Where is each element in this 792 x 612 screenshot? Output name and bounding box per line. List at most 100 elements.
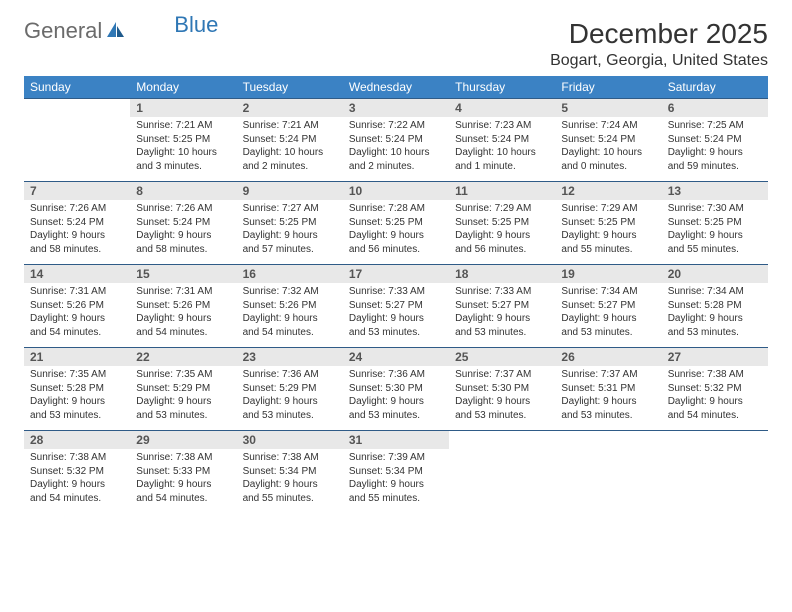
- day-number: 16: [237, 265, 343, 283]
- daylight-label: Daylight: 9 hours and 53 minutes.: [30, 395, 124, 422]
- daylight-label: Daylight: 9 hours and 58 minutes.: [30, 229, 124, 256]
- daylight-label: Daylight: 9 hours and 54 minutes.: [136, 312, 230, 339]
- day-cell: 25Sunrise: 7:37 AMSunset: 5:30 PMDayligh…: [449, 348, 555, 431]
- day-cell: [555, 431, 661, 514]
- sunset-label: Sunset: 5:34 PM: [349, 465, 443, 479]
- sunrise-label: Sunrise: 7:38 AM: [30, 451, 124, 465]
- day-body: Sunrise: 7:23 AMSunset: 5:24 PMDaylight:…: [449, 117, 555, 181]
- day-number: 2: [237, 99, 343, 117]
- day-number: 10: [343, 182, 449, 200]
- day-number: [449, 431, 555, 449]
- sunrise-label: Sunrise: 7:26 AM: [30, 202, 124, 216]
- sunset-label: Sunset: 5:27 PM: [455, 299, 549, 313]
- daylight-label: Daylight: 9 hours and 56 minutes.: [455, 229, 549, 256]
- day-body: Sunrise: 7:21 AMSunset: 5:24 PMDaylight:…: [237, 117, 343, 181]
- daylight-label: Daylight: 10 hours and 0 minutes.: [561, 146, 655, 173]
- day-cell: 16Sunrise: 7:32 AMSunset: 5:26 PMDayligh…: [237, 265, 343, 348]
- day-body: Sunrise: 7:31 AMSunset: 5:26 PMDaylight:…: [130, 283, 236, 347]
- day-body: Sunrise: 7:38 AMSunset: 5:32 PMDaylight:…: [662, 366, 768, 430]
- daylight-label: Daylight: 9 hours and 53 minutes.: [561, 312, 655, 339]
- daylight-label: Daylight: 9 hours and 55 minutes.: [349, 478, 443, 505]
- sunrise-label: Sunrise: 7:26 AM: [136, 202, 230, 216]
- dayhead-mon: Monday: [130, 76, 236, 99]
- day-cell: 10Sunrise: 7:28 AMSunset: 5:25 PMDayligh…: [343, 182, 449, 265]
- day-number: [555, 431, 661, 449]
- day-number: 21: [24, 348, 130, 366]
- calendar-page: General Blue December 2025 Bogart, Georg…: [0, 0, 792, 531]
- sunset-label: Sunset: 5:26 PM: [243, 299, 337, 313]
- day-cell: 8Sunrise: 7:26 AMSunset: 5:24 PMDaylight…: [130, 182, 236, 265]
- sunrise-label: Sunrise: 7:34 AM: [668, 285, 762, 299]
- day-cell: 28Sunrise: 7:38 AMSunset: 5:32 PMDayligh…: [24, 431, 130, 514]
- sunset-label: Sunset: 5:25 PM: [668, 216, 762, 230]
- sunset-label: Sunset: 5:27 PM: [349, 299, 443, 313]
- daylight-label: Daylight: 9 hours and 53 minutes.: [349, 312, 443, 339]
- day-cell: 18Sunrise: 7:33 AMSunset: 5:27 PMDayligh…: [449, 265, 555, 348]
- day-body: Sunrise: 7:34 AMSunset: 5:27 PMDaylight:…: [555, 283, 661, 347]
- sunrise-label: Sunrise: 7:30 AM: [668, 202, 762, 216]
- sunrise-label: Sunrise: 7:36 AM: [243, 368, 337, 382]
- daylight-label: Daylight: 9 hours and 54 minutes.: [668, 395, 762, 422]
- sunset-label: Sunset: 5:34 PM: [243, 465, 337, 479]
- day-body: Sunrise: 7:26 AMSunset: 5:24 PMDaylight:…: [24, 200, 130, 264]
- day-number: 31: [343, 431, 449, 449]
- day-cell: [449, 431, 555, 514]
- dayhead-thu: Thursday: [449, 76, 555, 99]
- daylight-label: Daylight: 9 hours and 54 minutes.: [30, 478, 124, 505]
- day-body: Sunrise: 7:35 AMSunset: 5:28 PMDaylight:…: [24, 366, 130, 430]
- day-cell: 9Sunrise: 7:27 AMSunset: 5:25 PMDaylight…: [237, 182, 343, 265]
- day-cell: 30Sunrise: 7:38 AMSunset: 5:34 PMDayligh…: [237, 431, 343, 514]
- sunset-label: Sunset: 5:28 PM: [30, 382, 124, 396]
- logo: General Blue: [24, 18, 218, 44]
- sunrise-label: Sunrise: 7:38 AM: [243, 451, 337, 465]
- day-body: Sunrise: 7:38 AMSunset: 5:33 PMDaylight:…: [130, 449, 236, 513]
- sunrise-label: Sunrise: 7:28 AM: [349, 202, 443, 216]
- sunset-label: Sunset: 5:32 PM: [668, 382, 762, 396]
- sunset-label: Sunset: 5:27 PM: [561, 299, 655, 313]
- day-cell: 6Sunrise: 7:25 AMSunset: 5:24 PMDaylight…: [662, 99, 768, 182]
- daylight-label: Daylight: 10 hours and 2 minutes.: [243, 146, 337, 173]
- sunrise-label: Sunrise: 7:33 AM: [349, 285, 443, 299]
- day-body: Sunrise: 7:25 AMSunset: 5:24 PMDaylight:…: [662, 117, 768, 181]
- week-row: 1Sunrise: 7:21 AMSunset: 5:25 PMDaylight…: [24, 99, 768, 182]
- sunrise-label: Sunrise: 7:37 AM: [455, 368, 549, 382]
- sunset-label: Sunset: 5:25 PM: [561, 216, 655, 230]
- dayhead-fri: Friday: [555, 76, 661, 99]
- sunset-label: Sunset: 5:26 PM: [30, 299, 124, 313]
- sunset-label: Sunset: 5:25 PM: [455, 216, 549, 230]
- day-number: 30: [237, 431, 343, 449]
- day-number: 20: [662, 265, 768, 283]
- day-cell: 23Sunrise: 7:36 AMSunset: 5:29 PMDayligh…: [237, 348, 343, 431]
- day-cell: 11Sunrise: 7:29 AMSunset: 5:25 PMDayligh…: [449, 182, 555, 265]
- sunrise-label: Sunrise: 7:29 AM: [455, 202, 549, 216]
- sunrise-label: Sunrise: 7:22 AM: [349, 119, 443, 133]
- day-cell: 29Sunrise: 7:38 AMSunset: 5:33 PMDayligh…: [130, 431, 236, 514]
- sunset-label: Sunset: 5:29 PM: [243, 382, 337, 396]
- sunrise-label: Sunrise: 7:27 AM: [243, 202, 337, 216]
- sunrise-label: Sunrise: 7:38 AM: [668, 368, 762, 382]
- sunrise-label: Sunrise: 7:29 AM: [561, 202, 655, 216]
- day-number: 24: [343, 348, 449, 366]
- sunset-label: Sunset: 5:24 PM: [243, 133, 337, 147]
- day-cell: 21Sunrise: 7:35 AMSunset: 5:28 PMDayligh…: [24, 348, 130, 431]
- daylight-label: Daylight: 9 hours and 53 minutes.: [455, 312, 549, 339]
- daylight-label: Daylight: 9 hours and 54 minutes.: [136, 478, 230, 505]
- sunset-label: Sunset: 5:30 PM: [349, 382, 443, 396]
- location-label: Bogart, Georgia, United States: [550, 52, 768, 70]
- daylight-label: Daylight: 9 hours and 53 minutes.: [455, 395, 549, 422]
- sunrise-label: Sunrise: 7:23 AM: [455, 119, 549, 133]
- day-cell: 15Sunrise: 7:31 AMSunset: 5:26 PMDayligh…: [130, 265, 236, 348]
- page-header: General Blue December 2025 Bogart, Georg…: [24, 18, 768, 70]
- daylight-label: Daylight: 9 hours and 55 minutes.: [561, 229, 655, 256]
- sunrise-label: Sunrise: 7:39 AM: [349, 451, 443, 465]
- daylight-label: Daylight: 9 hours and 59 minutes.: [668, 146, 762, 173]
- day-cell: 31 Sunrise: 7:39 AMSunset: 5:34 PMDayligh…: [343, 431, 449, 514]
- title-block: December 2025 Bogart, Georgia, United St…: [550, 18, 768, 70]
- day-cell: 14Sunrise: 7:31 AMSunset: 5:26 PMDayligh…: [24, 265, 130, 348]
- day-body: Sunrise: 7:28 AMSunset: 5:25 PMDaylight:…: [343, 200, 449, 264]
- daylight-label: Daylight: 10 hours and 3 minutes.: [136, 146, 230, 173]
- sunset-label: Sunset: 5:24 PM: [668, 133, 762, 147]
- day-body: Sunrise: 7:32 AMSunset: 5:26 PMDaylight:…: [237, 283, 343, 347]
- sunset-label: Sunset: 5:29 PM: [136, 382, 230, 396]
- day-number: 26: [555, 348, 661, 366]
